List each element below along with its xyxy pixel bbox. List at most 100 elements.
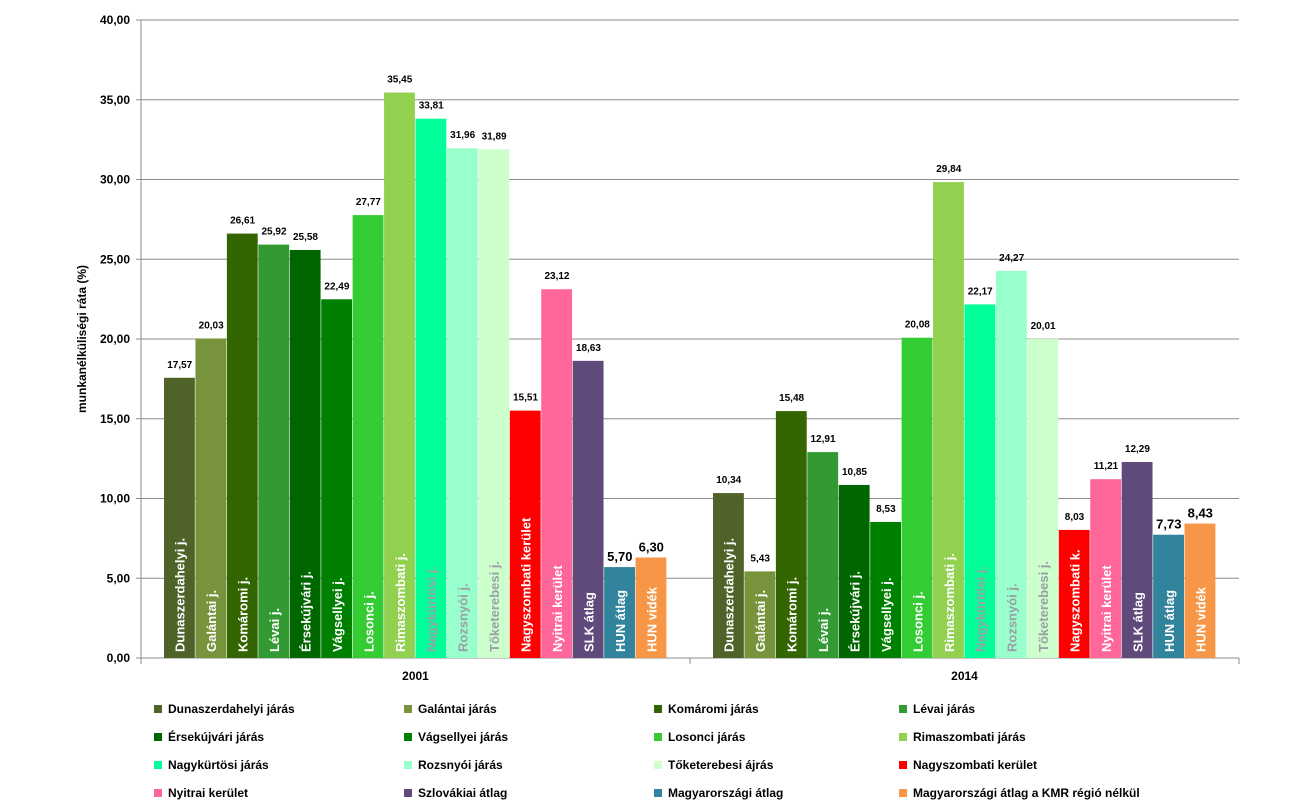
bar	[415, 118, 447, 659]
bar	[807, 452, 839, 658]
legend-swatch	[899, 789, 907, 797]
bar-value-label: 33,81	[419, 101, 444, 112]
bar-inner-label: Galántai j.	[753, 590, 768, 652]
legend-swatch	[899, 733, 907, 741]
bar-value-label: 31,89	[482, 131, 507, 142]
legend-item: Rimaszombati járás	[899, 730, 1026, 744]
bar-inner-label: Vágsellyei j.	[330, 578, 345, 652]
bar-inner-label: Losonci j.	[910, 591, 925, 652]
legend-item: Lévai járás	[899, 702, 975, 716]
y-tick-label: 10,00	[100, 492, 130, 506]
bar-inner-label: Rozsnyói j.	[1005, 583, 1020, 652]
bar-inner-label: Losonci j.	[361, 591, 376, 652]
bar-value-label: 10,34	[716, 475, 741, 486]
bar-inner-label: Nyitrai kerület	[550, 565, 565, 652]
legend-label: Losonci járás	[668, 730, 746, 744]
legend-swatch	[654, 705, 662, 713]
legend-swatch	[899, 761, 907, 769]
legend-label: Érsekújvári járás	[168, 729, 264, 744]
bar-inner-label: HUN vidék	[1193, 586, 1208, 652]
legend-item: Magyarországi átlag a KMR régió nélkül	[899, 786, 1140, 800]
legend-label: Nagykürtösi járás	[168, 758, 269, 772]
axes: 0,00 5,00 10,00 15,00 20,00 25,00 30,00 35,00 40…	[100, 13, 1240, 683]
legend-label: Vágsellyei járás	[418, 730, 508, 744]
bar-value-label: 10,85	[842, 467, 867, 478]
bar-inner-label: Nagyszombati k.	[1068, 549, 1083, 652]
legend-swatch	[654, 789, 662, 797]
bar	[775, 411, 807, 658]
legend-swatch	[154, 789, 162, 797]
legend-label: Tőketerebesi ájrás	[668, 758, 774, 772]
bar-inner-label: Rozsnyói j.	[456, 583, 471, 652]
bar	[164, 377, 195, 658]
bar	[995, 270, 1027, 658]
legend-item: Nagyszombati kerület	[899, 758, 1037, 772]
legend-item: Komáromi járás	[654, 702, 759, 716]
y-tick-label: 0,00	[107, 651, 131, 665]
y-tick-label: 35,00	[100, 93, 130, 107]
legend-label: Rozsnyói járás	[418, 758, 503, 772]
bar-value-label: 12,29	[1125, 444, 1150, 455]
bar-inner-label: Dunaszerdahelyi j.	[722, 538, 737, 652]
bar	[713, 493, 744, 658]
bar	[478, 149, 510, 658]
bar-value-label: 25,92	[262, 227, 287, 238]
bar-value-label: 8,53	[876, 504, 896, 515]
bar-value-label: 5,43	[750, 553, 770, 564]
bar-value-label: 27,77	[356, 197, 381, 208]
bar	[1121, 461, 1153, 658]
legend-label: Nyitrai kerület	[168, 786, 248, 800]
legend-swatch	[404, 705, 412, 713]
bar	[352, 215, 384, 658]
y-tick-label: 20,00	[100, 332, 130, 346]
legend-label: Komáromi járás	[668, 702, 759, 716]
bar-inner-label: SLK átlag	[581, 592, 596, 652]
bar-inner-label: Lévai j.	[267, 608, 282, 652]
legend-label: Magyarországi átlag a KMR régió nélkül	[913, 786, 1140, 800]
bar-inner-label: Érsekújvári j.	[847, 571, 862, 652]
y-tick-label: 30,00	[100, 173, 130, 187]
bars	[164, 92, 1216, 659]
bar-inner-label: Rimaszombati j.	[942, 553, 957, 652]
bar-value-label: 12,91	[811, 434, 836, 445]
legend-swatch	[899, 705, 907, 713]
bar	[541, 289, 573, 658]
legend-label: Nagyszombati kerület	[913, 758, 1037, 772]
legend-swatch	[154, 733, 162, 741]
bar-value-label: 24,27	[999, 253, 1024, 264]
bar-value-label: 22,17	[968, 286, 993, 297]
legend-item: Tőketerebesi ájrás	[654, 758, 774, 772]
legend-label: Dunaszerdahelyi járás	[168, 702, 295, 716]
bar-value-label: 20,01	[1031, 321, 1056, 332]
bar-value-label: 29,84	[936, 164, 961, 175]
bar-value-label: 8,03	[1065, 512, 1085, 523]
bar-inner-label: Nagykürtösi j.	[973, 566, 988, 652]
bar-inner-label: HUN átlag	[1162, 590, 1177, 652]
bar	[258, 244, 290, 658]
legend-label: Galántai járás	[418, 702, 497, 716]
bar	[635, 557, 667, 658]
legend-item: Nyitrai kerület	[154, 786, 248, 800]
bar-value-label: 6,30	[639, 540, 664, 555]
bar	[744, 571, 776, 658]
legend-label: Magyarországi átlag	[668, 786, 783, 800]
legend-label: Szlovákiai átlag	[418, 786, 507, 800]
bar-inner-label: Nagykürtösi j.	[424, 566, 439, 652]
bar-value-label: 5,70	[607, 549, 632, 564]
bar	[446, 148, 478, 659]
x-category-label: 2014	[951, 669, 978, 683]
bar	[604, 567, 635, 658]
bar	[226, 233, 258, 658]
bar	[1027, 338, 1059, 658]
legend-label: Lévai járás	[913, 702, 975, 716]
bar	[933, 182, 964, 659]
bar-value-label: 11,21	[1094, 461, 1119, 472]
legend-swatch	[154, 705, 162, 713]
bar	[1090, 479, 1122, 658]
bar	[572, 360, 604, 658]
bar-inner-label: Érsekújvári j.	[298, 571, 313, 652]
legend-item: Dunaszerdahelyi járás	[154, 702, 295, 716]
legend-label: Rimaszombati járás	[913, 730, 1026, 744]
bar-inner-label: Tőketerebesi j.	[1036, 561, 1051, 652]
bar-inner-label: Nagyszombati kerület	[519, 517, 534, 652]
